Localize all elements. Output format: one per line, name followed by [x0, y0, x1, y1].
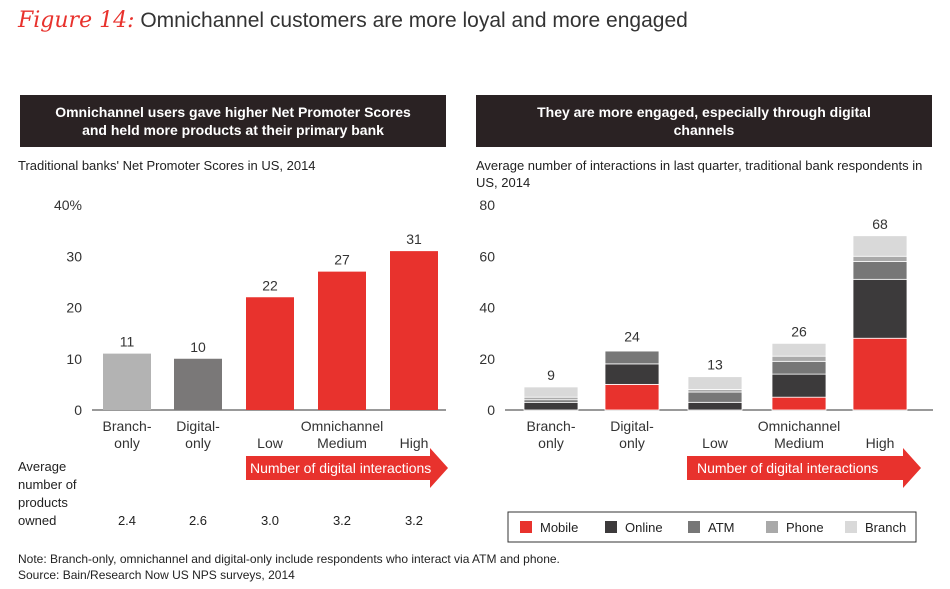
bar-value-label: 22	[262, 277, 278, 293]
omnichannel-label: Omnichannel	[301, 418, 384, 434]
x-category-label: Digital-	[176, 418, 220, 434]
legend-label-atm: ATM	[708, 520, 734, 535]
y-tick-label: 40%	[54, 197, 82, 213]
digital-interactions-arrow	[687, 448, 921, 488]
products-owned-value: 2.4	[118, 513, 136, 528]
x-category-label: only	[538, 435, 564, 451]
bar-segment-mobile	[852, 337, 908, 411]
bar-total-label: 9	[547, 367, 555, 383]
bar-segment-phone	[852, 255, 908, 262]
bar-segment-online	[852, 278, 908, 339]
legend-label-phone: Phone	[786, 520, 824, 535]
omnichannel-label: Omnichannel	[758, 418, 841, 434]
bar	[246, 297, 294, 410]
products-owned-value: 2.6	[189, 513, 207, 528]
y-tick-label: 40	[479, 300, 495, 316]
figure-title-text: Omnichannel customers are more loyal and…	[140, 9, 688, 32]
x-category-label: Digital-	[610, 418, 654, 434]
source: Source: Bain/Research Now US NPS surveys…	[18, 568, 295, 582]
x-category-label: only	[114, 435, 140, 451]
legend-label-online: Online	[625, 520, 663, 535]
x-category-label: High	[866, 435, 895, 451]
right-panel-subtitle: Average number of interactions in last q…	[476, 158, 923, 190]
legend-swatch-atm	[688, 521, 700, 533]
bar-segment-online	[604, 363, 660, 385]
x-category-label: Branch-	[526, 418, 575, 434]
bar-value-label: 31	[406, 231, 422, 247]
bar	[390, 251, 438, 410]
figure-title: Figure 14: Omnichannel customers are mor…	[18, 8, 688, 33]
bar-segment-atm	[604, 350, 660, 365]
products-owned-label: owned	[18, 513, 56, 528]
right-panel-header: They are more engaged, especially throug…	[476, 95, 932, 147]
bar-segment-online	[771, 373, 827, 398]
bar-segment-atm	[852, 260, 908, 280]
y-tick-label: 30	[66, 248, 82, 264]
bar-total-label: 68	[872, 216, 888, 232]
note: Note: Branch-only, omnichannel and digit…	[18, 552, 560, 566]
products-owned-label: Average	[18, 459, 66, 474]
y-tick-label: 20	[66, 300, 82, 316]
legend-label-branch: Branch	[865, 520, 906, 535]
bar-value-label: 10	[190, 339, 206, 355]
bar-segment-atm	[771, 360, 827, 375]
x-category-label: Low	[702, 435, 729, 451]
x-category-label: Branch-	[102, 418, 151, 434]
y-tick-label: 0	[487, 402, 495, 418]
x-category-label: Medium	[317, 435, 367, 451]
left-panel-header: Omnichannel users gave higher Net Promot…	[20, 95, 446, 147]
bar-value-label: 27	[334, 252, 350, 268]
digital-interactions-arrow	[246, 448, 448, 488]
x-category-label: Medium	[774, 435, 824, 451]
bar-segment-branch	[771, 342, 827, 357]
bar-value-label: 11	[120, 334, 135, 350]
left-panel-subtitle: Traditional banks' Net Promoter Scores i…	[18, 158, 316, 173]
right-panel-header-text: They are more engaged, especially throug…	[537, 104, 871, 138]
legend-swatch-mobile	[520, 521, 532, 533]
bar-total-label: 26	[791, 323, 807, 339]
x-category-label: only	[185, 435, 211, 451]
bar-segment-branch	[852, 235, 908, 257]
y-tick-label: 0	[74, 402, 82, 418]
interactions-stacked-chart: 0 20 40 60 80 9 Branch-only 24 Digital-only 13 Low…	[479, 197, 933, 543]
bar-segment-atm	[687, 391, 743, 403]
bar	[103, 353, 151, 410]
bar-segment-phone	[771, 355, 827, 362]
x-category-label: Low	[257, 435, 284, 451]
bar-total-label: 13	[707, 357, 723, 373]
nps-bar-chart: 0 10 20 30 40% 11 Branch-only 10 Digital-only 22 L…	[18, 197, 448, 528]
bar-total-label: 24	[624, 329, 640, 345]
products-owned-label: number of	[18, 477, 77, 492]
bar-segment-mobile	[604, 383, 660, 411]
products-owned-value: 3.2	[405, 513, 423, 528]
arrow-label: Number of digital interactions	[250, 460, 431, 476]
left-panel-header-text: Omnichannel users gave higher Net Promot…	[55, 104, 411, 138]
x-category-label: High	[400, 435, 429, 451]
bar-segment-online	[523, 401, 579, 411]
bar-segment-online	[687, 401, 743, 411]
bar	[174, 358, 222, 410]
legend-swatch-online	[605, 521, 617, 533]
legend-swatch-phone	[766, 521, 778, 533]
y-tick-label: 10	[66, 351, 82, 367]
legend-swatch-branch	[845, 521, 857, 533]
arrow-label: Number of digital interactions	[697, 460, 878, 476]
y-tick-label: 80	[479, 197, 495, 213]
products-owned-value: 3.0	[261, 513, 279, 528]
legend-label-mobile: Mobile	[540, 520, 578, 535]
bar-segment-mobile	[771, 396, 827, 411]
bar-segment-branch	[523, 386, 579, 398]
y-tick-label: 60	[479, 248, 495, 264]
bar-segment-branch	[687, 376, 743, 390]
bar	[318, 271, 366, 410]
figure-number: Figure 14:	[18, 8, 135, 33]
x-category-label: only	[619, 435, 645, 451]
products-owned-label: products	[18, 495, 68, 510]
products-owned-value: 3.2	[333, 513, 351, 528]
y-tick-label: 20	[479, 351, 495, 367]
